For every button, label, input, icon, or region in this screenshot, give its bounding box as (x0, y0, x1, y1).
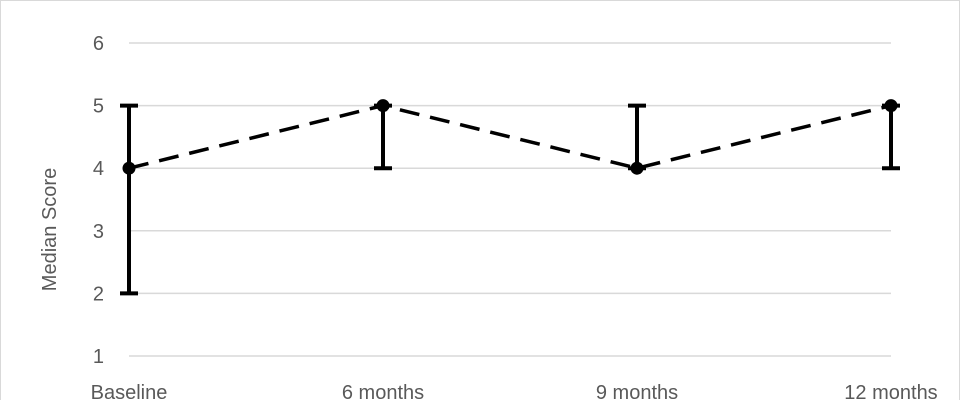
error-bar (882, 103, 900, 171)
y-tick-label: 2 (93, 283, 104, 305)
series-line (128, 103, 892, 171)
y-tick-label: 4 (93, 158, 104, 180)
data-points (122, 99, 898, 175)
y-tick-label: 5 (93, 96, 104, 118)
x-axis-ticks: Baseline 6 months 9 months 12 months (91, 382, 938, 401)
x-tick-label: Baseline (91, 382, 168, 401)
y-tick-label: 1 (93, 346, 104, 368)
x-tick-label: 9 months (596, 382, 678, 401)
x-tick-label: 12 months (844, 382, 937, 401)
y-axis-title: Median Score (39, 168, 61, 291)
x-tick-label: 6 months (342, 382, 424, 401)
y-axis-ticks: 1 2 3 4 5 6 (93, 33, 104, 368)
series-lines (128, 103, 892, 171)
error-bar (120, 103, 138, 296)
gridlines (129, 42, 891, 357)
data-point (376, 99, 390, 113)
y-tick-label: 6 (93, 33, 104, 55)
error-bars (120, 103, 900, 296)
data-point (630, 161, 644, 175)
error-bar (374, 103, 392, 171)
data-point (122, 161, 136, 175)
y-tick-label: 3 (93, 221, 104, 243)
error-bar (628, 103, 646, 171)
data-point (884, 99, 898, 113)
